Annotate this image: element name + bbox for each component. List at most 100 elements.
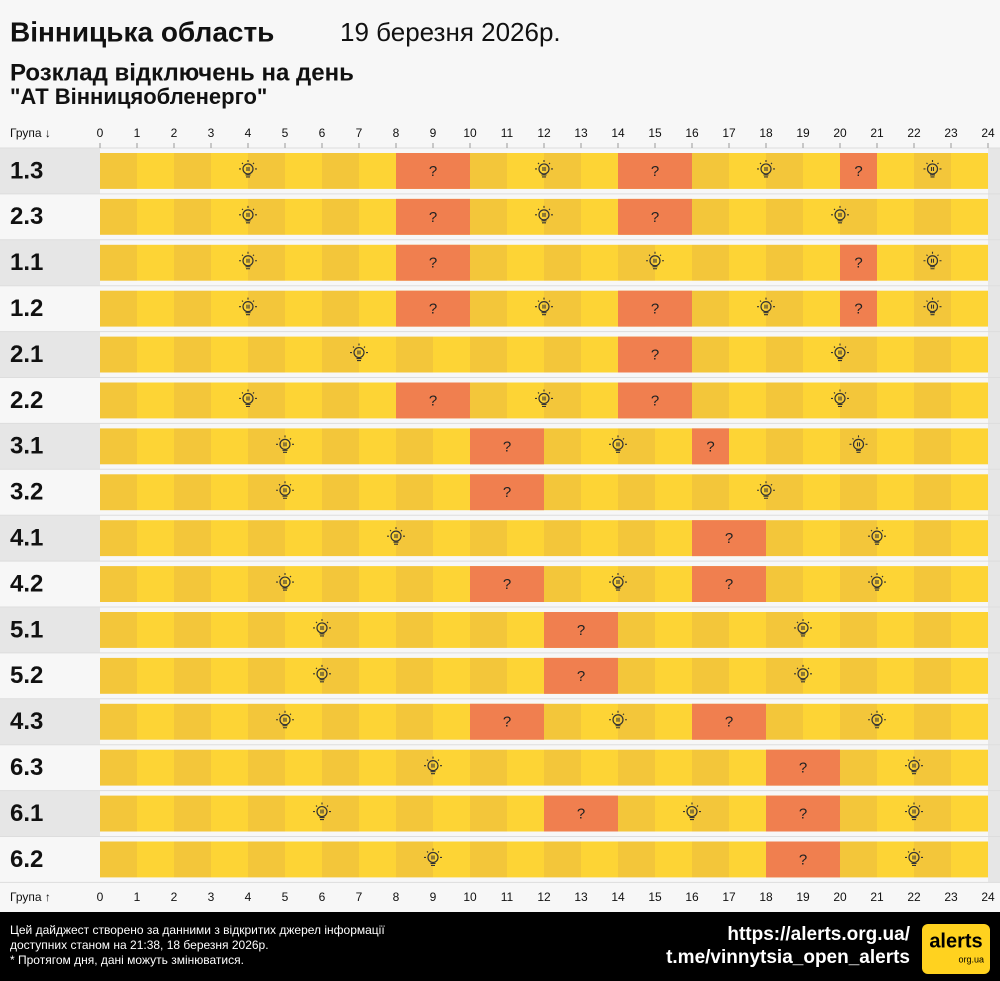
row-label-bg bbox=[0, 561, 100, 607]
hour-cell bbox=[840, 841, 877, 878]
x-tick-label: 12 bbox=[537, 126, 551, 140]
title: Вінницька область bbox=[10, 16, 274, 47]
hour-cell bbox=[618, 520, 655, 557]
bulb-base bbox=[313, 618, 331, 637]
hour-cell bbox=[803, 657, 840, 694]
bulb bbox=[316, 668, 328, 680]
hour-cell bbox=[174, 657, 211, 694]
outage-label: ? bbox=[725, 530, 733, 547]
outage bbox=[766, 795, 840, 832]
outage bbox=[618, 336, 692, 373]
hour-cell bbox=[914, 520, 951, 557]
outage bbox=[692, 520, 766, 557]
outage bbox=[544, 795, 618, 832]
hour-cell bbox=[507, 244, 544, 281]
outage-label: ? bbox=[429, 255, 437, 272]
hour-cell bbox=[581, 749, 618, 786]
bulb bbox=[908, 805, 920, 818]
x-tick-label: 8 bbox=[393, 126, 400, 140]
hour-cell bbox=[470, 612, 507, 648]
hour-cell bbox=[655, 474, 692, 511]
hour-cell bbox=[951, 244, 988, 281]
outage bbox=[470, 566, 544, 602]
x-tick-label: 17 bbox=[722, 126, 736, 140]
axis-label-top: Група ↓ bbox=[10, 126, 51, 140]
hour-cell bbox=[470, 657, 507, 694]
bulb-base bbox=[905, 756, 923, 775]
outage-label: ? bbox=[577, 668, 585, 685]
hour-cell bbox=[618, 703, 655, 740]
bulb-icon bbox=[905, 756, 923, 775]
hour-cell bbox=[248, 428, 285, 465]
group-label: 1.3 bbox=[10, 157, 43, 184]
bulb-icon bbox=[905, 802, 923, 821]
hour-cell bbox=[840, 428, 877, 465]
hour-cell bbox=[470, 520, 507, 557]
hour-cell bbox=[544, 474, 581, 511]
x-tick-label: 4 bbox=[245, 890, 252, 904]
x-tick-label: 18 bbox=[759, 890, 773, 904]
hour-cell bbox=[692, 198, 729, 235]
bulb-base bbox=[313, 802, 331, 821]
hour-cell bbox=[766, 290, 803, 327]
bulb-icon bbox=[757, 159, 775, 178]
hour-cell bbox=[137, 336, 174, 373]
hour-cell bbox=[433, 428, 470, 465]
hour-cell bbox=[914, 795, 951, 832]
bulb-icon bbox=[868, 573, 886, 591]
bulb-icon bbox=[868, 527, 886, 545]
bulb-base bbox=[239, 389, 257, 408]
hour-cell bbox=[840, 657, 877, 694]
x-tick-label: 8 bbox=[393, 890, 400, 904]
bulb bbox=[279, 576, 291, 588]
row-label-bg bbox=[0, 469, 100, 516]
outage-label: ? bbox=[503, 484, 511, 501]
hour-cell bbox=[359, 153, 396, 189]
hour-cell bbox=[211, 841, 248, 878]
hour-cell bbox=[174, 612, 211, 648]
bulb-base bbox=[535, 159, 553, 178]
hour-cell bbox=[914, 657, 951, 694]
hour-cell bbox=[248, 841, 285, 878]
hour-cell bbox=[766, 198, 803, 235]
x-tick-label: 20 bbox=[833, 890, 847, 904]
hour-cell bbox=[359, 382, 396, 419]
hour-cell bbox=[877, 290, 914, 327]
hour-cell bbox=[396, 566, 433, 602]
hour-cell bbox=[174, 474, 211, 511]
hour-cell bbox=[544, 244, 581, 281]
hour-cell bbox=[507, 336, 544, 373]
row-edge bbox=[988, 285, 1000, 332]
hour-cell bbox=[359, 474, 396, 511]
bulb-base bbox=[757, 297, 775, 316]
hour-cell bbox=[692, 612, 729, 648]
link[interactable]: t.me/vinnytsia_open_alerts bbox=[666, 947, 910, 968]
bulb bbox=[871, 576, 883, 588]
hour-cell bbox=[174, 290, 211, 327]
hour-cell bbox=[951, 566, 988, 602]
hour-cell bbox=[877, 244, 914, 281]
hour-cell bbox=[692, 336, 729, 373]
bulb-icon bbox=[387, 527, 405, 545]
hour-cell bbox=[581, 290, 618, 327]
hour-cell bbox=[544, 841, 581, 878]
hour-cell bbox=[211, 795, 248, 832]
x-tick-label: 2 bbox=[171, 890, 178, 904]
row-edge bbox=[988, 423, 1000, 470]
hour-cell bbox=[766, 382, 803, 419]
link[interactable]: https://alerts.org.ua/ bbox=[727, 924, 910, 945]
bulb-icon bbox=[923, 297, 942, 316]
hour-cell bbox=[840, 474, 877, 511]
bulb-icon bbox=[239, 251, 257, 270]
hour-cell bbox=[433, 336, 470, 373]
hour-cell bbox=[396, 428, 433, 465]
bulb-icon bbox=[646, 251, 664, 270]
hour-cell bbox=[174, 749, 211, 786]
row-edge bbox=[988, 790, 1000, 837]
bulb-base bbox=[831, 389, 849, 408]
hour-cell bbox=[359, 428, 396, 465]
hour-cell bbox=[581, 382, 618, 419]
outage-label: ? bbox=[577, 622, 585, 639]
row-edge bbox=[988, 193, 1000, 240]
hour-cell bbox=[470, 198, 507, 235]
